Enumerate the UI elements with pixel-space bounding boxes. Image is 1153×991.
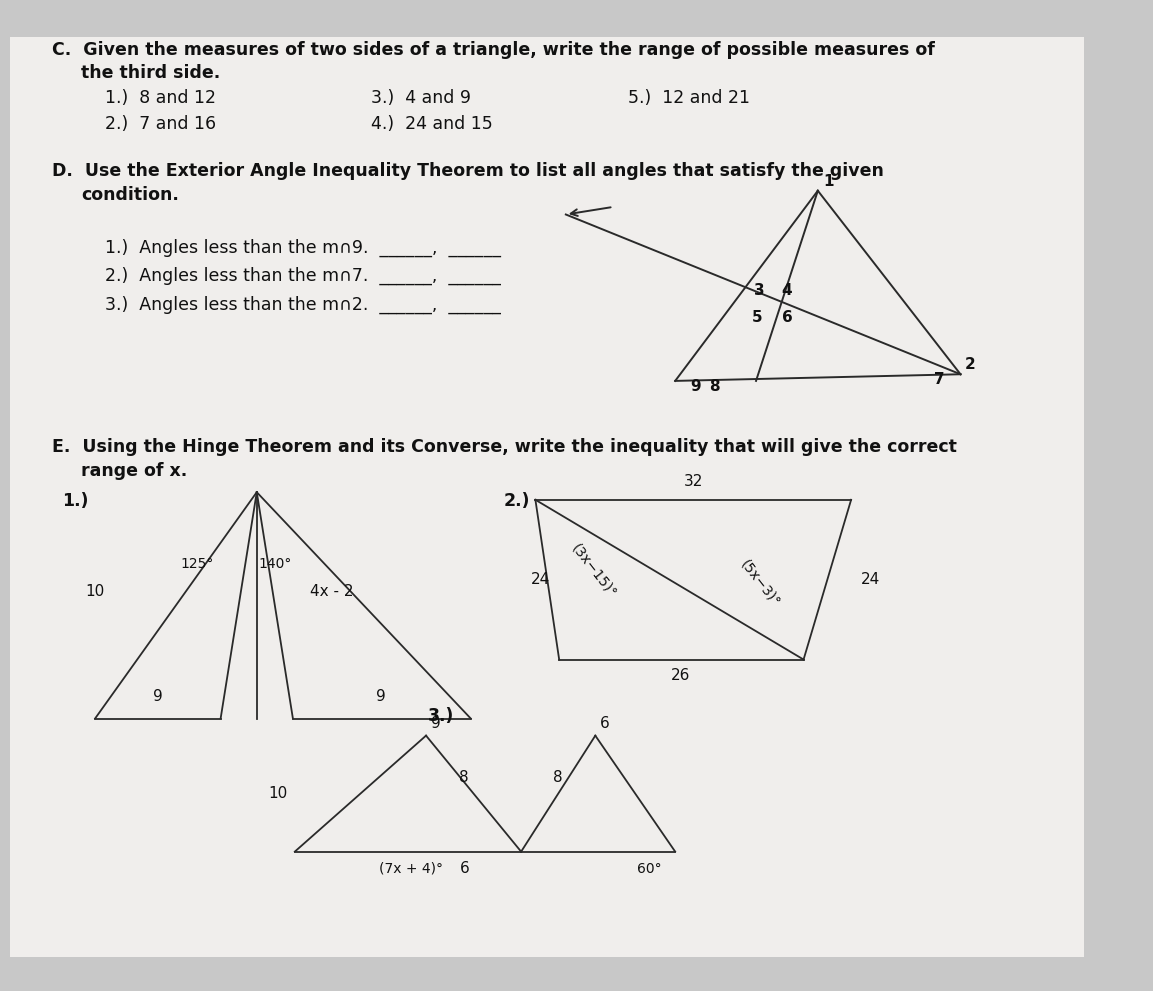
Text: 140°: 140°	[258, 557, 292, 571]
Text: 8: 8	[709, 379, 719, 394]
Text: D.  Use the Exterior Angle Inequality Theorem to list all angles that satisfy th: D. Use the Exterior Angle Inequality The…	[52, 163, 884, 180]
Text: 125°: 125°	[181, 557, 214, 571]
Text: 1.)  Angles less than the m∩9.  ______,  ______: 1.) Angles less than the m∩9. ______, __…	[105, 238, 500, 257]
Text: 9: 9	[377, 690, 386, 705]
Text: E.  Using the Hinge Theorem and its Converse, write the inequality that will giv: E. Using the Hinge Theorem and its Conve…	[52, 438, 957, 456]
Text: 5.)  12 and 21: 5.) 12 and 21	[627, 89, 749, 107]
Text: 6: 6	[460, 860, 470, 876]
Text: 3: 3	[754, 283, 764, 298]
Text: 10: 10	[267, 786, 287, 801]
Text: 1.)  8 and 12: 1.) 8 and 12	[105, 89, 216, 107]
Text: 5: 5	[752, 309, 762, 325]
Text: 2: 2	[964, 358, 975, 373]
Text: 2.)  7 and 16: 2.) 7 and 16	[105, 115, 216, 133]
Text: 3.): 3.)	[428, 708, 454, 725]
Text: 1.): 1.)	[62, 493, 89, 510]
Text: 3.)  4 and 9: 3.) 4 and 9	[371, 89, 470, 107]
Text: condition.: condition.	[81, 186, 179, 204]
Text: 2.)  Angles less than the m∩7.  ______,  ______: 2.) Angles less than the m∩7. ______, __…	[105, 267, 500, 285]
Text: 4x - 2: 4x - 2	[310, 584, 354, 599]
Text: 2.): 2.)	[504, 493, 530, 510]
FancyBboxPatch shape	[9, 37, 1084, 957]
Text: 26: 26	[671, 669, 691, 684]
Text: 1: 1	[823, 173, 834, 189]
Text: 24: 24	[860, 572, 880, 587]
Text: 3.)  Angles less than the m∩2.  ______,  ______: 3.) Angles less than the m∩2. ______, __…	[105, 295, 500, 313]
Text: 24: 24	[530, 572, 550, 587]
Text: 4: 4	[782, 283, 792, 298]
Text: 9: 9	[691, 379, 701, 394]
Text: C.  Given the measures of two sides of a triangle, write the range of possible m: C. Given the measures of two sides of a …	[52, 42, 935, 59]
Text: 8: 8	[459, 770, 469, 785]
Text: 10: 10	[85, 584, 105, 599]
Text: 9: 9	[153, 690, 163, 705]
Text: 4.)  24 and 15: 4.) 24 and 15	[371, 115, 492, 133]
Text: (7x + 4)°: (7x + 4)°	[379, 861, 444, 876]
Text: 60°: 60°	[638, 861, 662, 876]
Text: 6: 6	[782, 309, 792, 325]
Text: 6: 6	[600, 716, 610, 731]
Text: 32: 32	[684, 475, 703, 490]
Text: 9: 9	[431, 716, 440, 731]
Text: 8: 8	[553, 770, 563, 785]
Text: (3x−15)°: (3x−15)°	[568, 541, 619, 601]
Text: range of x.: range of x.	[81, 462, 187, 480]
Text: the third side.: the third side.	[81, 64, 220, 82]
Text: (5x−3)°: (5x−3)°	[738, 557, 783, 609]
Text: 7: 7	[934, 373, 944, 387]
